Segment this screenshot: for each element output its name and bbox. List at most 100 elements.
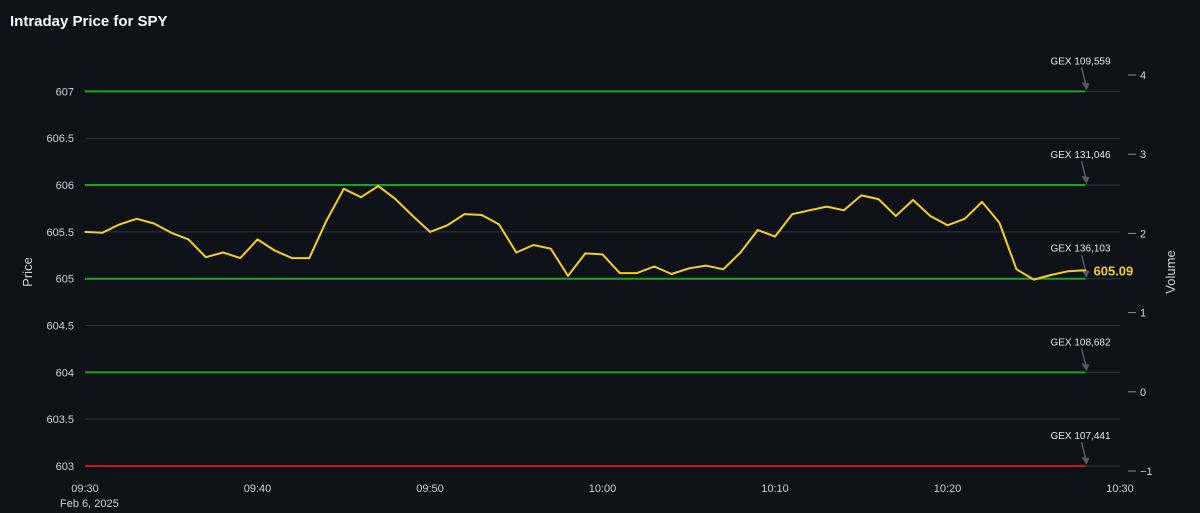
price-point [722, 268, 725, 271]
gex-level-label: GEX 136,103 [1050, 244, 1110, 255]
price-point [1015, 268, 1018, 271]
gex-arrow-head [1081, 269, 1090, 278]
price-point [636, 272, 638, 274]
price-point [774, 235, 776, 238]
price-point [1084, 269, 1087, 272]
price-point [118, 223, 121, 226]
price-point [84, 231, 86, 233]
price-point [153, 222, 155, 225]
gex-arrow-head [1081, 176, 1090, 185]
price-point [1067, 270, 1070, 273]
price-point [549, 247, 552, 250]
y2-tick-label: 3 [1140, 149, 1146, 161]
price-point [291, 257, 293, 259]
gex-arrow-head [1081, 82, 1090, 91]
price-point [825, 205, 828, 208]
price-point [653, 265, 656, 268]
price-point [756, 229, 759, 231]
price-point [532, 244, 535, 246]
y-tick-label: 607 [56, 86, 74, 98]
x-tick-label: 09:30 [71, 483, 99, 495]
price-point [860, 194, 863, 197]
x-tick-label: 10:20 [934, 483, 962, 495]
price-point [687, 267, 690, 270]
price-point [515, 251, 518, 254]
price-point [601, 253, 604, 256]
price-point [325, 219, 328, 222]
price-point [273, 249, 276, 252]
y2-tick-label: −1 [1140, 466, 1153, 478]
price-point [912, 199, 914, 201]
y2-tick-label: 0 [1140, 387, 1146, 399]
price-series [84, 185, 1087, 281]
x-tick-label: 10:00 [589, 483, 617, 495]
x-tick-label: 09:40 [244, 483, 272, 495]
price-point [239, 257, 242, 259]
price-point [670, 273, 673, 275]
price-point [981, 201, 983, 203]
gex-arrow-head [1081, 457, 1090, 465]
price-point [360, 196, 362, 199]
price-point [739, 251, 742, 254]
price-point [222, 251, 224, 254]
price-point [963, 217, 966, 220]
gex-level-label: GEX 131,046 [1050, 150, 1110, 161]
y2-tick-label: 2 [1140, 228, 1146, 240]
y-tick-label: 606.5 [46, 133, 74, 145]
price-point [480, 214, 483, 216]
price-point [394, 198, 397, 200]
y-tick-label: 606 [56, 180, 74, 192]
price-point [135, 217, 138, 220]
price-point [998, 221, 1001, 224]
gex-levels: GEX 109,559 GEX 131,046 GEX 136,103 GEX 108… [85, 56, 1111, 467]
price-point [618, 272, 621, 274]
price-point [946, 224, 949, 227]
volume-axis: 4 3 2 1 0 −1 [1128, 70, 1153, 478]
date-label: Feb 6, 2025 [60, 498, 119, 510]
y2-axis-title: Volume [1163, 250, 1178, 293]
price-point [101, 232, 104, 234]
price-point [170, 232, 173, 234]
x-tick-label: 09:50 [416, 483, 444, 495]
gex-level-label: GEX 108,682 [1050, 337, 1110, 348]
price-point [256, 238, 259, 241]
chart-title: Intraday Price for SPY [10, 13, 168, 30]
price-point [308, 257, 311, 259]
y-axis-title: Price [20, 257, 35, 287]
price-point [342, 188, 345, 190]
price-point [463, 213, 466, 215]
gex-level-label: GEX 109,559 [1050, 56, 1110, 67]
price-point [894, 215, 897, 217]
y-tick-label: 605 [56, 274, 74, 286]
price-point [705, 264, 707, 267]
price-point [808, 209, 811, 212]
price-line [84, 185, 1086, 281]
price-point [1050, 274, 1052, 276]
gex-level-label: GEX 107,441 [1050, 431, 1110, 442]
x-axis: 09:30 09:40 09:50 10:00 10:10 10:20 10:30 [71, 483, 1134, 495]
last-price-label: 605.09 [1094, 263, 1134, 278]
y-tick-label: 603 [56, 461, 74, 473]
price-point [187, 238, 190, 241]
price-point [429, 231, 431, 233]
price-point [377, 185, 380, 187]
y-tick-label: 604.5 [46, 321, 74, 333]
y2-tick-label: 4 [1140, 70, 1146, 82]
price-point [567, 275, 569, 277]
y2-tick-label: 1 [1140, 308, 1146, 320]
price-point [843, 209, 845, 212]
gex-arrow-head [1081, 363, 1090, 372]
x-tick-label: 10:10 [761, 483, 789, 495]
price-point [446, 224, 449, 227]
y-tick-label: 604 [56, 367, 74, 379]
price-point [791, 213, 794, 215]
price-point [498, 223, 500, 226]
y-tick-label: 603.5 [46, 414, 74, 426]
x-tick-label: 10:30 [1106, 483, 1134, 495]
y-tick-label: 605.5 [46, 227, 74, 239]
price-point [1032, 278, 1035, 281]
price-point [584, 252, 587, 255]
y-axis: 607 606.5 606 605.5 605 604.5 604 603.5 603 [46, 86, 74, 473]
price-point [411, 215, 414, 217]
